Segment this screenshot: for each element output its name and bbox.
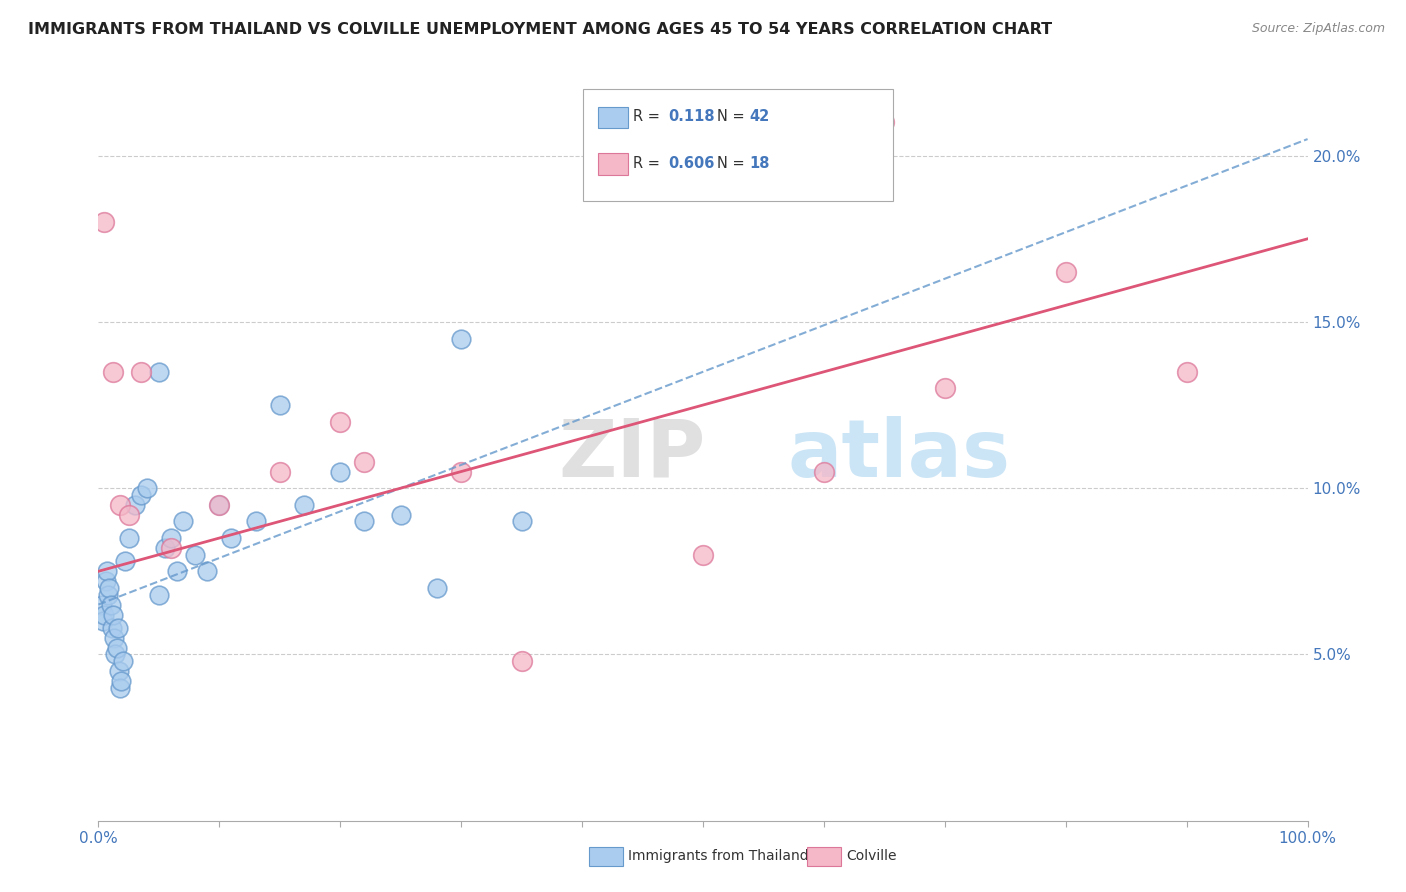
Text: N =: N = (717, 110, 749, 124)
Point (94, 574, 117, 589)
Point (135, 481, 157, 495)
Point (108, 664, 131, 678)
Point (353, 454, 375, 468)
Point (329, 465, 352, 479)
Point (104, 648, 127, 662)
Point (160, 541, 183, 555)
Text: N =: N = (717, 156, 749, 170)
Point (873, 115, 896, 129)
Point (450, 465, 472, 479)
Point (195, 564, 218, 578)
Point (245, 515, 267, 529)
Text: R =: R = (633, 110, 664, 124)
Point (129, 365, 152, 379)
Point (292, 498, 315, 512)
Point (93, 607, 115, 622)
Point (103, 631, 125, 645)
Text: 42: 42 (749, 110, 769, 124)
Point (101, 607, 124, 622)
Text: 18: 18 (749, 156, 770, 170)
Text: atlas: atlas (787, 416, 1011, 494)
Point (101, 365, 124, 379)
Point (1054, 265, 1077, 279)
Point (353, 515, 375, 529)
Point (184, 548, 207, 562)
Point (129, 488, 152, 502)
Point (91, 598, 114, 612)
Text: IMMIGRANTS FROM THAILAND VS COLVILLE UNEMPLOYMENT AMONG AGES 45 TO 54 YEARS CORR: IMMIGRANTS FROM THAILAND VS COLVILLE UNE… (28, 22, 1052, 37)
Text: 0.606: 0.606 (668, 156, 714, 170)
Point (148, 588, 170, 602)
Point (160, 531, 183, 545)
Point (148, 365, 170, 379)
Point (91, 614, 114, 628)
Text: Immigrants from Thailand: Immigrants from Thailand (628, 849, 808, 863)
Point (221, 531, 243, 545)
Point (93, 215, 115, 229)
Point (329, 415, 352, 429)
Point (450, 332, 472, 346)
Point (510, 515, 533, 529)
Point (208, 498, 231, 512)
Point (426, 581, 449, 595)
Point (124, 498, 146, 512)
Point (269, 398, 291, 412)
Text: ZIP: ZIP (558, 416, 706, 494)
Point (96, 564, 118, 578)
Point (110, 673, 132, 688)
Point (118, 531, 141, 545)
Point (108, 498, 131, 512)
Point (111, 654, 134, 668)
Point (107, 621, 129, 635)
Point (105, 640, 128, 655)
Point (97, 588, 120, 602)
Point (108, 681, 131, 695)
Text: Colville: Colville (846, 849, 897, 863)
Point (153, 541, 176, 555)
Point (510, 654, 533, 668)
Point (114, 554, 136, 568)
Text: 0.118: 0.118 (668, 110, 714, 124)
Point (100, 621, 122, 635)
Point (934, 381, 956, 395)
Point (166, 564, 188, 578)
Text: Source: ZipAtlas.com: Source: ZipAtlas.com (1251, 22, 1385, 36)
Text: R =: R = (633, 156, 664, 170)
Point (208, 498, 231, 512)
Point (692, 548, 714, 562)
Point (1175, 365, 1198, 379)
Point (100, 598, 122, 612)
Point (98, 581, 121, 595)
Point (172, 515, 194, 529)
Point (389, 508, 412, 522)
Point (813, 465, 835, 479)
Point (118, 508, 141, 522)
Point (269, 465, 291, 479)
